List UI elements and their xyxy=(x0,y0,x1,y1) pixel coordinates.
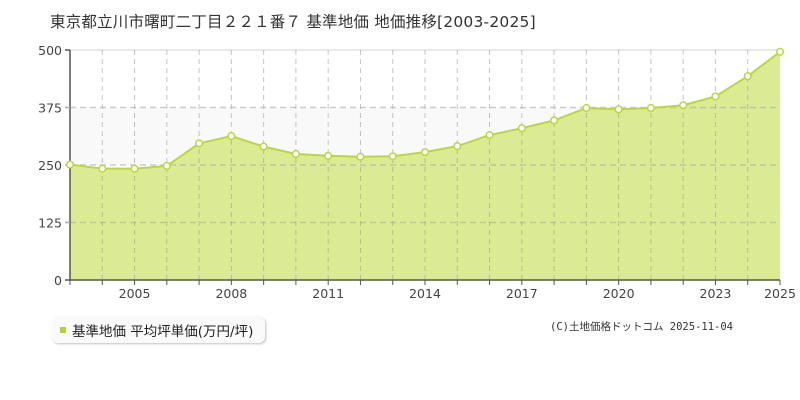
x-tick-label: 2011 xyxy=(312,286,344,301)
x-tick-label: 2005 xyxy=(119,286,151,301)
x-tick-label: 2014 xyxy=(409,286,441,301)
data-point-marker[interactable] xyxy=(420,148,430,157)
copyright-text: (C)土地価格ドットコム 2025-11-04 xyxy=(550,321,734,333)
data-point-marker[interactable] xyxy=(130,164,139,173)
data-point-marker[interactable] xyxy=(65,160,75,169)
data-point-marker[interactable] xyxy=(388,152,397,161)
data-point-marker[interactable] xyxy=(775,47,785,56)
data-point-marker[interactable] xyxy=(98,164,107,173)
data-point-marker[interactable] xyxy=(646,103,655,113)
data-point-marker[interactable] xyxy=(485,131,494,140)
data-point-marker[interactable] xyxy=(582,103,591,113)
data-point-marker[interactable] xyxy=(195,139,204,148)
data-point-marker[interactable] xyxy=(324,151,333,160)
y-tick-label: 125 xyxy=(38,216,62,231)
data-point-marker[interactable] xyxy=(259,142,268,151)
legend: 基準地価 平均坪単価(万円/坪) xyxy=(52,317,266,343)
data-point-marker[interactable] xyxy=(517,124,526,133)
legend-label: 基準地価 平均坪単価(万円/坪) xyxy=(72,324,254,340)
data-point-marker[interactable] xyxy=(291,149,300,159)
data-point-marker[interactable] xyxy=(614,105,623,114)
data-point-marker[interactable] xyxy=(453,142,462,151)
data-point-marker[interactable] xyxy=(356,152,365,161)
y-tick-label: 250 xyxy=(38,158,62,173)
chart-title: 東京都立川市曙町二丁目２２１番７ 基準地価 地価推移[2003-2025] xyxy=(50,13,536,31)
x-tick-label: 2025 xyxy=(764,286,796,301)
data-point-marker[interactable] xyxy=(743,72,752,81)
y-tick-label: 0 xyxy=(54,273,62,288)
data-point-marker[interactable] xyxy=(227,131,236,141)
data-point-marker[interactable] xyxy=(679,101,688,110)
data-point-marker[interactable] xyxy=(711,92,720,101)
data-point-marker[interactable] xyxy=(162,161,171,170)
x-tick-label: 2008 xyxy=(215,286,247,301)
data-point-marker[interactable] xyxy=(550,116,559,125)
x-tick-label: 2017 xyxy=(506,286,538,301)
y-tick-label: 375 xyxy=(38,101,62,116)
x-tick-label: 2020 xyxy=(603,286,635,301)
y-tick-label: 500 xyxy=(38,43,62,58)
legend-swatch-icon xyxy=(60,327,66,333)
x-tick-label: 2023 xyxy=(700,286,732,301)
